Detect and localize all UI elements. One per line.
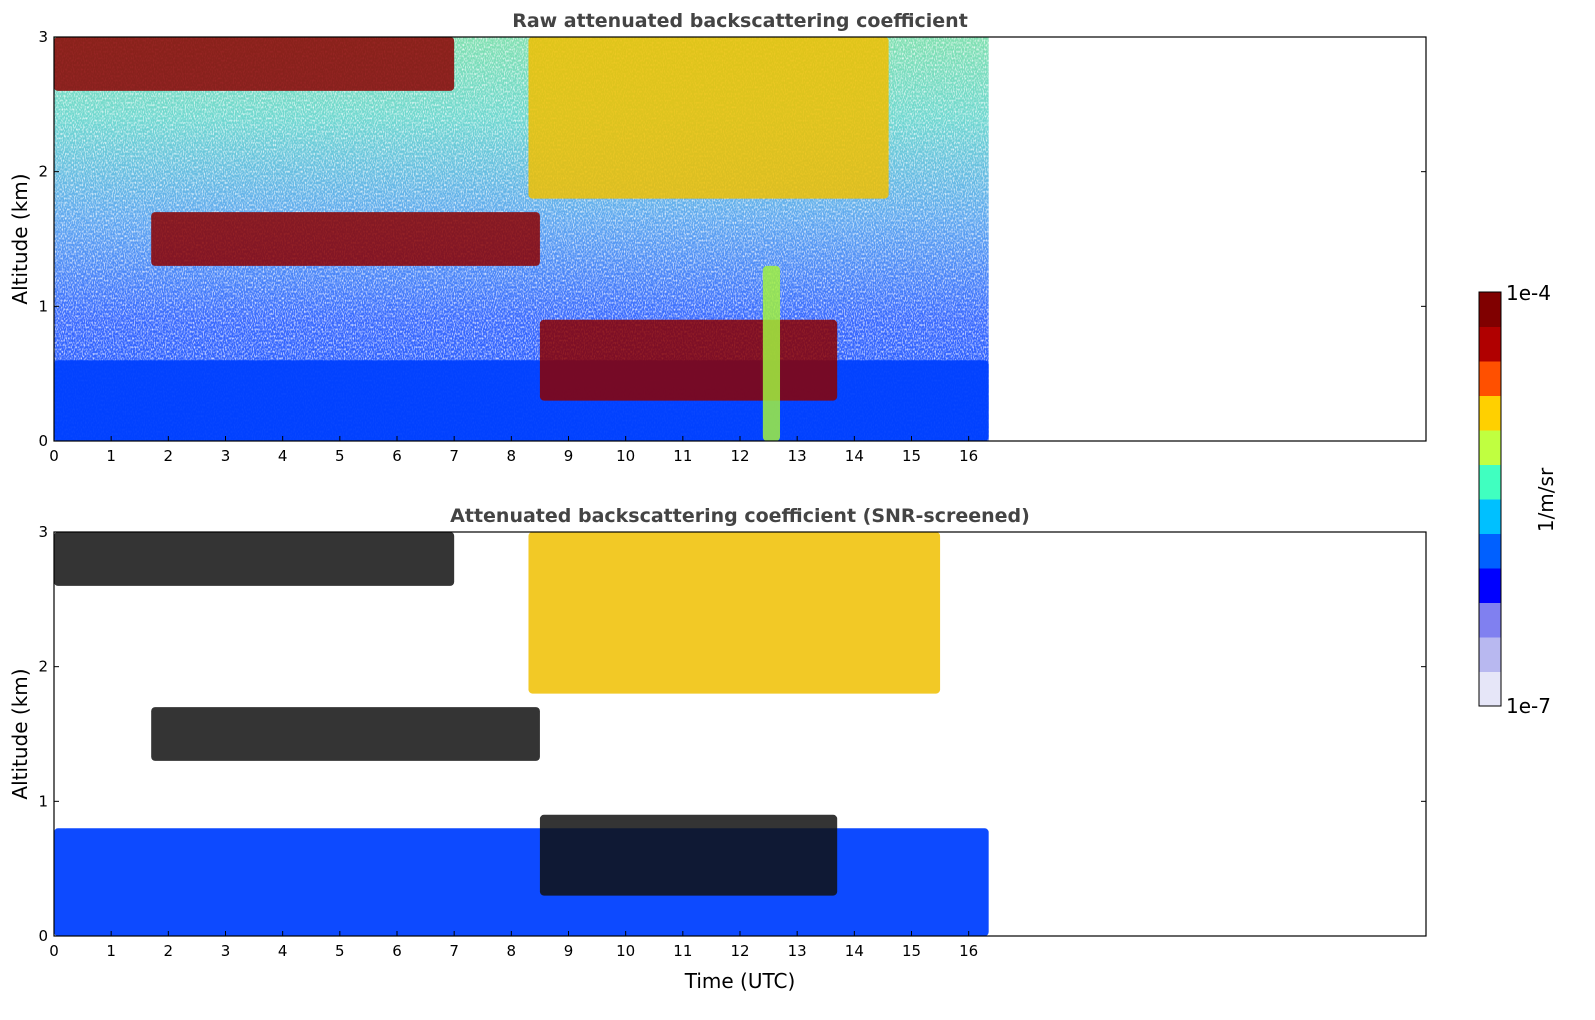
heatmap-image [54,532,989,936]
feature-fall-streaks [528,37,889,199]
y-axis-label: Altitude (km) [8,173,32,304]
feature-low-clouds [539,814,838,896]
x-tick-label: 8 [507,942,517,960]
y-tick-label: 0 [38,432,48,450]
colorbar-step [1479,602,1501,638]
y-tick-label: 1 [38,297,48,315]
x-tick-label: 1 [106,447,116,465]
colorbar-unit-label: 1/m/sr [1534,467,1558,532]
feature-low-clouds [539,319,838,401]
colorbar-step [1479,326,1501,362]
x-tick-label: 2 [164,942,174,960]
x-tick-label: 4 [278,942,288,960]
colorbar-frame [1478,291,1502,707]
colorbar-step [1479,430,1501,465]
x-tick-label: 7 [449,942,459,960]
x-tick-label: 6 [392,942,402,960]
feature-precipitation-column [762,265,781,441]
y-tick-label: 3 [38,523,48,541]
x-axis-label: Time (UTC) [684,969,796,993]
x-tick-label: 16 [959,942,978,960]
x-tick-label: 0 [49,447,59,465]
feature-fall-streaks [528,532,941,694]
x-tick-label: 12 [730,942,749,960]
x-tick-label: 8 [507,447,517,465]
x-tick-label: 7 [449,447,459,465]
feature-upper-cloud [54,37,455,91]
x-tick-label: 1 [106,942,116,960]
y-tick-label: 0 [38,927,48,945]
x-tick-label: 3 [221,942,231,960]
colorbar-step [1479,361,1501,396]
x-tick-label: 4 [278,447,288,465]
x-tick-label: 10 [616,942,635,960]
y-axis-label: Altitude (km) [8,668,32,799]
feature-cloud-layer [151,212,540,266]
heatmap-image [54,37,989,441]
x-tick-label: 5 [335,447,345,465]
feature-cloud-layer [151,707,540,761]
y-tick-label: 2 [38,658,48,676]
x-tick-label: 15 [902,447,921,465]
colorbar-step [1479,292,1501,327]
x-tick-label: 9 [564,942,574,960]
x-tick-label: 16 [959,447,978,465]
x-tick-label: 14 [845,447,864,465]
y-tick-label: 2 [38,163,48,181]
x-tick-label: 3 [221,447,231,465]
x-tick-label: 2 [164,447,174,465]
x-tick-label: 11 [673,942,692,960]
raw-backscatter-panel: Raw attenuated backscattering coefficien… [8,10,1427,465]
feature-upper-cloud [54,532,455,586]
x-tick-label: 0 [49,942,59,960]
x-tick-label: 6 [392,447,402,465]
x-tick-label: 9 [564,447,574,465]
colorbar-step [1479,499,1501,534]
colorbar-step [1479,637,1501,672]
x-tick-label: 15 [902,942,921,960]
colorbar-step [1479,568,1501,603]
colorbar-max-label: 1e-4 [1506,281,1551,305]
x-tick-label: 11 [673,447,692,465]
colorbar-step [1479,464,1501,500]
colorbar-step [1479,395,1501,431]
x-tick-label: 10 [616,447,635,465]
snr-screened-panel: Attenuated backscattering coefficient (S… [8,505,1427,993]
x-tick-label: 13 [788,942,807,960]
colorbar-step [1479,533,1501,569]
y-tick-label: 3 [38,28,48,46]
colorbar: 1e-4 1e-7 1/m/sr [1478,281,1558,718]
y-tick-label: 1 [38,792,48,810]
feature-boundary-layer-aerosol [54,828,989,936]
x-tick-label: 13 [788,447,807,465]
colorbar-step [1479,671,1501,707]
panel-title: Attenuated backscattering coefficient (S… [450,505,1030,527]
colorbar-min-label: 1e-7 [1506,694,1551,718]
colorbar-gradient [1479,292,1501,707]
x-tick-label: 5 [335,942,345,960]
feature-boundary-layer-aerosol [54,360,989,441]
x-tick-label: 14 [845,942,864,960]
x-tick-label: 12 [730,447,749,465]
panel-title: Raw attenuated backscattering coefficien… [512,10,968,32]
